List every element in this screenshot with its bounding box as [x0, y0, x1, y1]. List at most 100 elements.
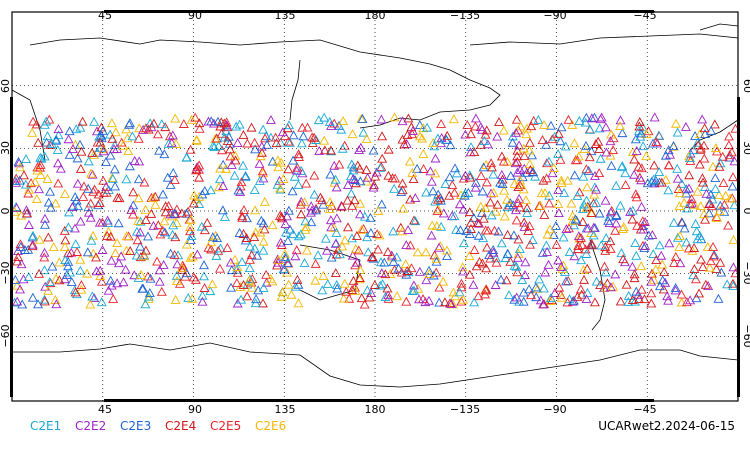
observation-marker	[511, 127, 521, 137]
observation-marker	[512, 267, 523, 277]
observation-marker	[301, 245, 312, 255]
observation-marker	[674, 242, 685, 251]
observation-marker	[83, 183, 94, 193]
observation-marker	[59, 241, 70, 251]
observation-marker	[380, 269, 391, 279]
observation-marker	[143, 293, 154, 303]
observation-marker	[15, 162, 25, 172]
observation-marker	[106, 255, 117, 265]
observation-marker	[638, 141, 649, 151]
observation-marker	[110, 181, 121, 191]
observation-marker	[293, 149, 304, 159]
observation-marker	[563, 114, 574, 124]
observation-marker	[590, 170, 600, 180]
observation-marker	[72, 153, 83, 163]
observation-marker	[213, 182, 224, 192]
observation-marker	[639, 294, 650, 304]
observation-marker	[362, 172, 373, 182]
observation-marker	[526, 290, 536, 300]
observation-marker	[542, 229, 553, 239]
observation-marker	[213, 116, 223, 126]
observation-marker	[165, 209, 176, 219]
observation-marker	[504, 290, 515, 300]
lat-label-right: 60	[741, 79, 750, 93]
observation-marker	[681, 237, 692, 247]
observation-marker	[434, 282, 445, 292]
observation-marker	[672, 127, 683, 137]
observation-marker	[637, 216, 648, 226]
lon-label-bottom: 90	[188, 403, 202, 416]
observation-marker	[591, 276, 602, 286]
observation-marker	[658, 284, 669, 294]
observation-marker	[133, 193, 144, 203]
observation-marker	[155, 229, 166, 239]
observation-marker	[85, 198, 96, 208]
observation-marker	[459, 190, 470, 200]
observation-marker	[281, 227, 291, 237]
observation-marker	[140, 204, 151, 214]
observation-marker	[89, 149, 100, 159]
observation-marker	[310, 275, 321, 285]
observation-marker	[648, 174, 659, 184]
observation-marker	[245, 241, 255, 251]
observation-marker	[187, 293, 198, 303]
observation-marker	[706, 201, 717, 211]
observation-marker	[250, 144, 261, 154]
observation-marker	[95, 271, 106, 280]
observation-marker	[346, 188, 357, 198]
observation-marker	[199, 260, 209, 270]
observation-marker	[185, 222, 196, 231]
observation-marker	[648, 274, 659, 284]
observation-marker	[427, 220, 438, 230]
observation-marker	[524, 145, 535, 155]
observation-marker	[724, 152, 735, 162]
observation-marker	[299, 197, 310, 207]
observation-marker	[215, 243, 226, 253]
observation-marker	[226, 159, 237, 169]
observation-marker	[492, 199, 503, 209]
observation-marker	[11, 177, 22, 187]
observation-marker	[646, 276, 657, 286]
observation-marker	[488, 187, 499, 197]
observation-marker	[595, 153, 606, 163]
observation-marker	[39, 296, 50, 306]
observation-marker	[140, 123, 151, 133]
observation-marker	[96, 130, 107, 140]
observation-marker	[125, 246, 136, 255]
lon-label-top: 90	[188, 9, 202, 22]
observation-marker	[699, 209, 710, 219]
observation-marker	[561, 276, 571, 286]
lat-label-left: 30	[0, 141, 12, 155]
observation-marker	[496, 238, 507, 248]
observation-marker	[544, 224, 555, 234]
observation-marker	[547, 134, 558, 144]
observation-marker	[27, 127, 38, 137]
observation-marker	[674, 201, 685, 211]
observation-marker	[48, 242, 59, 252]
observation-marker	[261, 269, 272, 279]
observation-marker	[663, 145, 674, 155]
observation-marker	[577, 216, 588, 226]
observation-marker	[572, 291, 583, 301]
observation-marker	[511, 215, 522, 225]
observation-marker	[421, 275, 432, 285]
observation-marker	[581, 112, 592, 122]
observation-marker	[288, 155, 299, 165]
observation-marker	[50, 198, 61, 208]
observation-marker	[615, 296, 626, 306]
observation-marker	[366, 252, 377, 262]
observation-marker	[347, 233, 357, 243]
observation-marker	[298, 131, 309, 141]
observation-marker	[218, 181, 229, 190]
observation-marker	[89, 293, 100, 303]
observation-marker	[428, 270, 439, 280]
observation-marker	[15, 241, 26, 251]
observation-marker	[683, 243, 694, 253]
observation-marker	[256, 215, 267, 225]
observation-marker	[616, 248, 627, 258]
observation-marker	[406, 263, 417, 273]
observation-marker	[545, 293, 556, 303]
observation-marker	[221, 117, 232, 127]
observation-marker	[231, 121, 242, 131]
observation-marker	[514, 244, 525, 254]
